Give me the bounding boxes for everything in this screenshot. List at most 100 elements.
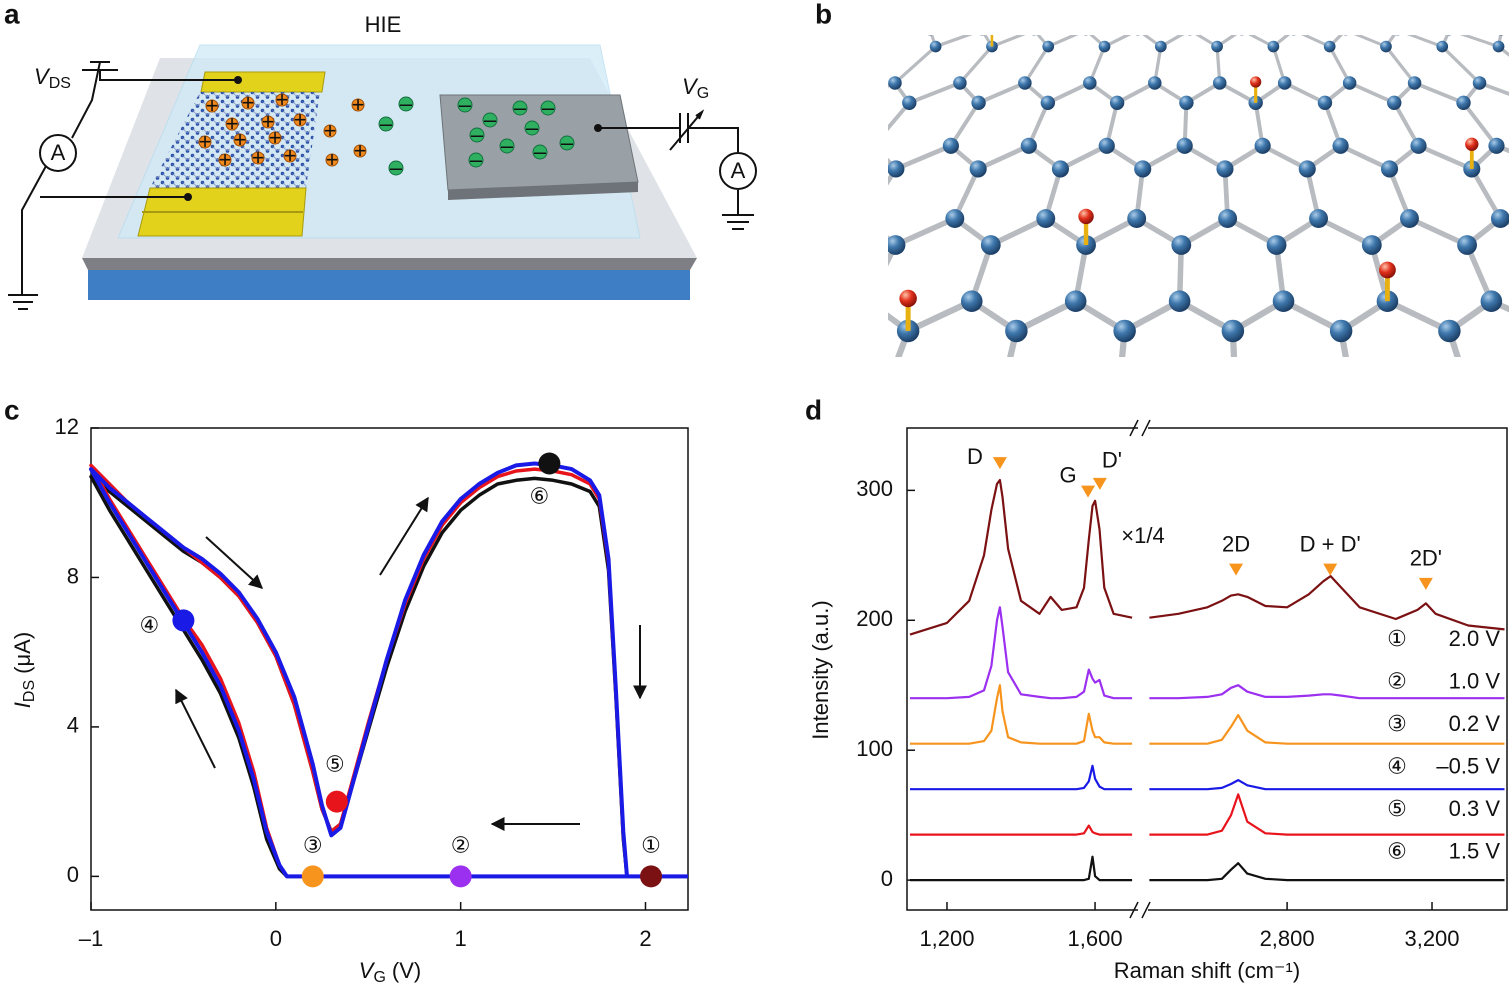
carbon-atom (1064, 290, 1087, 313)
carbon-atom (1400, 209, 1419, 228)
peak-marker (1418, 577, 1433, 590)
bond (1023, 45, 1050, 84)
carbon-atom (1291, 35, 1296, 36)
legend-label: 0.3 V (1449, 796, 1501, 821)
bond (1352, 394, 1418, 427)
carbon-atom (1340, 382, 1364, 406)
carbon-atom (1005, 319, 1028, 343)
cation-sign: + (354, 138, 367, 163)
carbon-atom (1083, 76, 1097, 90)
carbon-atom (1212, 76, 1227, 90)
carbon-atom (1456, 95, 1471, 111)
bond (651, 394, 691, 427)
carbon-atom (790, 235, 810, 255)
bond (800, 301, 868, 331)
panel-label: d (805, 394, 822, 425)
x-axis-label: Raman shift (cm⁻¹) (1114, 958, 1300, 983)
symbol: V (682, 74, 699, 99)
carbon-atom (1285, 414, 1310, 439)
state-marker (172, 609, 195, 632)
state-marker (538, 452, 561, 475)
bond (1059, 143, 1108, 172)
unit: (V) (392, 958, 421, 983)
cation-sign: + (269, 125, 282, 150)
cation (261, 115, 275, 129)
y-tick-label: 12 (55, 414, 79, 439)
carbon-atom (1406, 414, 1431, 439)
cation (351, 98, 365, 112)
bond (1348, 81, 1396, 105)
cation-sign: + (284, 143, 297, 168)
bond (1353, 35, 1387, 48)
carbon-atom (921, 414, 946, 439)
anion (469, 127, 485, 143)
carbon-atom (1329, 319, 1353, 343)
bond (908, 81, 961, 105)
scale-annotation: ×1/4 (1121, 523, 1164, 548)
carbon-atom (1020, 137, 1037, 154)
carbon-atom (1490, 209, 1509, 228)
carbon-atom (929, 40, 942, 53)
anion (512, 100, 528, 116)
bond (1461, 101, 1499, 148)
bond (1384, 45, 1416, 84)
electrode (200, 71, 326, 93)
x-tick-label: 2,800 (1260, 926, 1315, 951)
anion (378, 116, 394, 132)
bond (1002, 394, 1055, 427)
bond (1469, 394, 1509, 427)
cation (325, 153, 339, 167)
cation-sign: + (206, 93, 219, 118)
carbon-atom (979, 35, 984, 36)
device-schematic: + + ++ + ++ + ++ + +++++––––– – –– –––– – HIE VDS VG… (8, 12, 757, 310)
bond (888, 243, 898, 267)
cation-sign: + (252, 145, 265, 170)
bond (1469, 167, 1503, 220)
gate-edge (448, 182, 638, 200)
cation-sign: + (262, 109, 275, 134)
cation (225, 117, 239, 131)
carbon-atom (1438, 319, 1461, 343)
bond (1386, 298, 1451, 334)
carbon-atom (1472, 76, 1487, 90)
cation-sign: + (352, 92, 365, 117)
symbol: V (359, 958, 376, 983)
cation-sign: + (242, 90, 255, 115)
x-tick-label: 1 (455, 926, 467, 951)
carbon-atom (1211, 40, 1223, 53)
bond (977, 143, 1030, 172)
x-tick-label: –1 (79, 926, 103, 951)
peak-label: D' (1102, 448, 1122, 473)
hydrogen-atom (1250, 76, 1262, 88)
substrate-layer (82, 258, 697, 270)
symbol: V (34, 64, 51, 89)
peak-marker (992, 457, 1007, 470)
carbon-atom (960, 290, 983, 313)
carbon-atom (971, 95, 986, 111)
carbon-atom (679, 414, 704, 439)
bond (773, 219, 800, 245)
state-label: ⑤ (325, 753, 345, 778)
carbon-atom (1223, 382, 1247, 406)
peak-marker (1323, 563, 1338, 576)
carbon-atom (990, 382, 1014, 406)
carbon-atom (1168, 290, 1191, 313)
carbon-atom (1254, 137, 1271, 154)
y-tick-label: 8 (67, 563, 79, 588)
cation-sign: + (199, 129, 212, 154)
carbon-atom (902, 95, 917, 111)
bond (1297, 394, 1352, 427)
cation (275, 93, 289, 107)
carbon-atom (1342, 76, 1357, 90)
bond (1406, 35, 1443, 48)
bond (989, 216, 1047, 248)
cation (205, 99, 219, 113)
carbon-atom (1343, 35, 1348, 36)
subscript: G (373, 969, 385, 986)
panel-label: a (4, 0, 20, 29)
carbon-atom (680, 320, 703, 343)
spectrum (910, 684, 1505, 745)
y-tick-label: 0 (67, 862, 79, 887)
bond (768, 331, 800, 394)
